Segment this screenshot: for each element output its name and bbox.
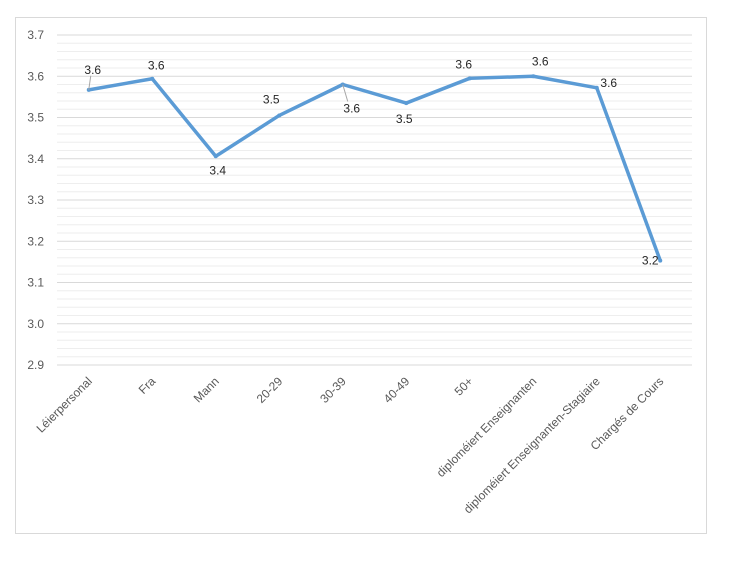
y-tick-label: 3.5 xyxy=(27,111,44,125)
data-point xyxy=(277,113,282,118)
x-tick-label: 40-49 xyxy=(381,374,413,406)
y-tick-label: 3.0 xyxy=(27,317,44,331)
y-tick-label: 3.4 xyxy=(27,152,44,166)
chart-frame xyxy=(15,17,707,534)
data-label: 3.4 xyxy=(209,163,226,177)
data-point xyxy=(404,101,409,106)
y-axis-ticks: 3.7 3.6 3.5 3.4 3.3 3.2 3.1 3.0 2.9 xyxy=(27,28,44,372)
y-tick-label: 3.1 xyxy=(27,276,44,290)
y-tick-label: 2.9 xyxy=(27,358,44,372)
data-point xyxy=(467,76,472,81)
x-tick-label: diploméiert Enseignanten-Stagiaire xyxy=(461,374,603,516)
x-tick-label: Léierpersonal xyxy=(34,374,95,435)
data-label: 3.5 xyxy=(396,112,413,126)
series-group xyxy=(86,74,663,263)
x-tick-label: Fra xyxy=(136,374,159,397)
data-label: 3.6 xyxy=(84,63,101,77)
data-label: 3.6 xyxy=(600,76,617,90)
y-tick-label: 3.2 xyxy=(27,234,44,248)
x-tick-label: Mann xyxy=(191,374,222,405)
data-label-leader xyxy=(88,75,92,90)
data-point xyxy=(594,85,599,90)
y-tick-label: 3.6 xyxy=(27,69,44,83)
data-label: 3.6 xyxy=(532,54,549,68)
x-tick-label: 20-29 xyxy=(254,374,286,406)
data-label: 3.6 xyxy=(343,102,360,116)
gridlines xyxy=(57,34,692,366)
y-tick-label: 3.7 xyxy=(27,28,44,42)
data-point xyxy=(213,154,218,159)
data-point xyxy=(531,74,536,79)
data-label: 3.5 xyxy=(263,92,280,106)
x-axis-ticks: Léierpersonal Fra Mann 20-29 30-39 40-49 50+di… xyxy=(34,374,667,516)
data-labels: 3.6 3.6 3.4 3.5 3.6 3.5 3.6 3.6 3.6 3.2 xyxy=(84,54,659,267)
data-label: 3.6 xyxy=(455,57,472,71)
x-tick-label: 50+ xyxy=(452,374,476,398)
data-label: 3.2 xyxy=(642,254,659,268)
series-line xyxy=(87,74,662,263)
data-point xyxy=(658,258,663,263)
x-tick-label: 30-39 xyxy=(317,374,349,406)
data-label: 3.6 xyxy=(148,59,165,73)
y-tick-label: 3.3 xyxy=(27,193,44,207)
x-tick-label: diploméiert Enseignanten xyxy=(434,374,540,480)
data-label-leader xyxy=(342,84,349,102)
data-point xyxy=(150,76,155,81)
